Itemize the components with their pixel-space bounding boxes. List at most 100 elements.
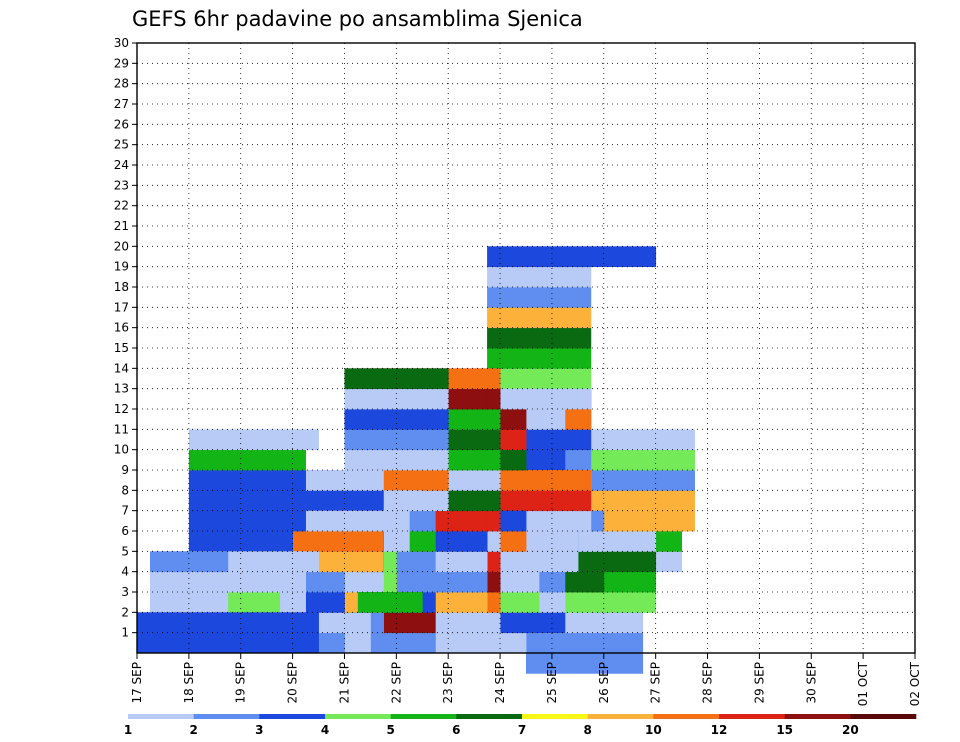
heatmap-cell — [292, 551, 306, 573]
heatmap-cell — [253, 531, 268, 552]
chart-title: GEFS 6hr padavine po ansamblima Sjenica — [132, 7, 583, 31]
heatmap-cell — [577, 287, 592, 308]
heatmap-cell — [513, 287, 527, 308]
heatmap-cell — [526, 531, 540, 552]
heatmap-cell — [487, 510, 501, 532]
heatmap-cell — [538, 551, 553, 573]
heatmap-cell — [266, 551, 281, 573]
x-tick-label: 21 SEP — [337, 662, 351, 704]
heatmap-cell — [590, 592, 605, 613]
y-tick-label: 1 — [121, 626, 129, 640]
heatmap-cell — [577, 592, 592, 613]
y-tick-label: 23 — [114, 178, 129, 192]
heatmap-cell — [655, 510, 670, 532]
heatmap-cell — [370, 409, 384, 430]
y-tick-label: 16 — [114, 321, 129, 335]
heatmap-cell — [214, 490, 229, 512]
heatmap-cell — [201, 632, 216, 654]
heatmap-cell — [383, 470, 397, 491]
heatmap-cell — [227, 531, 242, 552]
heatmap-cell — [253, 551, 268, 573]
heatmap-cell — [538, 348, 553, 369]
heatmap-cell — [500, 388, 514, 410]
heatmap-cell — [448, 632, 462, 654]
y-tick-label: 22 — [114, 199, 129, 213]
y-tick-label: 30 — [114, 36, 129, 50]
y-tick-label: 9 — [121, 463, 129, 477]
heatmap-cell — [227, 592, 242, 613]
heatmap-cell — [240, 449, 255, 471]
heatmap-cell — [448, 592, 462, 613]
heatmap-cell — [383, 449, 397, 471]
heatmap-cell — [175, 632, 190, 654]
heatmap-cell — [681, 449, 695, 471]
heatmap-cell — [188, 571, 203, 593]
colorbar-label: 7 — [518, 723, 526, 737]
heatmap-cell — [461, 449, 475, 471]
heatmap-cell — [357, 449, 371, 471]
colorbar-segment — [325, 714, 391, 719]
heatmap-cell — [344, 592, 358, 613]
heatmap-cell — [487, 592, 501, 613]
heatmap-cell — [409, 632, 423, 654]
heatmap-cell — [331, 571, 345, 593]
heatmap-cell — [577, 551, 592, 573]
heatmap-cell — [318, 531, 332, 552]
heatmap-cell — [227, 470, 242, 491]
heatmap-cell — [629, 551, 644, 573]
x-tick-label: 26 SEP — [597, 662, 611, 704]
heatmap-cell — [188, 470, 203, 491]
heatmap-cell — [590, 551, 605, 573]
heatmap-cell — [551, 388, 566, 410]
y-tick-label: 19 — [114, 260, 129, 274]
heatmap-cell — [175, 592, 190, 613]
y-tick-label: 28 — [114, 77, 129, 91]
heatmap-cell — [383, 632, 397, 654]
heatmap-cell — [422, 612, 436, 634]
heatmap-cell — [409, 388, 423, 410]
heatmap-cell — [214, 632, 229, 654]
heatmap-cell — [448, 571, 462, 593]
heatmap-cell — [603, 551, 618, 573]
heatmap-cell — [201, 490, 216, 512]
heatmap-cell — [629, 510, 644, 532]
heatmap-cell — [370, 449, 384, 471]
heatmap-cell — [577, 348, 592, 369]
heatmap-cell — [435, 571, 449, 593]
heatmap-cell — [240, 531, 255, 552]
heatmap-cell — [409, 531, 423, 552]
heatmap-cell — [616, 449, 631, 471]
x-tick-label: 30 SEP — [804, 662, 818, 704]
heatmap-cell — [357, 490, 371, 512]
heatmap-cell — [577, 653, 592, 674]
heatmap-cell — [279, 632, 293, 654]
heatmap-cell — [396, 551, 410, 573]
heatmap-cell — [357, 571, 371, 593]
heatmap-cell — [513, 449, 527, 471]
heatmap-cell — [564, 490, 579, 512]
heatmap-cell — [292, 429, 306, 451]
heatmap-cell — [681, 490, 695, 512]
heatmap-cell — [435, 449, 449, 471]
heatmap-cell — [603, 449, 618, 471]
heatmap-cell — [383, 429, 397, 451]
heatmap-cell — [629, 632, 644, 654]
heatmap-cell — [227, 490, 242, 512]
heatmap-cell — [318, 632, 332, 654]
heatmap-cell — [383, 571, 397, 593]
heatmap-cell — [590, 470, 605, 491]
heatmap-cell — [396, 368, 410, 390]
heatmap-cell — [577, 490, 592, 512]
colorbar-label: 15 — [776, 723, 793, 737]
heatmap-cell — [214, 510, 229, 532]
x-tick-label: 18 SEP — [182, 662, 196, 704]
heatmap-cell — [551, 510, 566, 532]
heatmap-cell — [318, 490, 332, 512]
heatmap-cell — [668, 551, 682, 573]
heatmap-cell — [253, 612, 268, 634]
heatmap-cell — [279, 429, 293, 451]
colorbar-label: 12 — [711, 723, 728, 737]
heatmap-cell — [500, 246, 514, 268]
heatmap-cell — [266, 531, 281, 552]
heatmap-cell — [577, 632, 592, 654]
